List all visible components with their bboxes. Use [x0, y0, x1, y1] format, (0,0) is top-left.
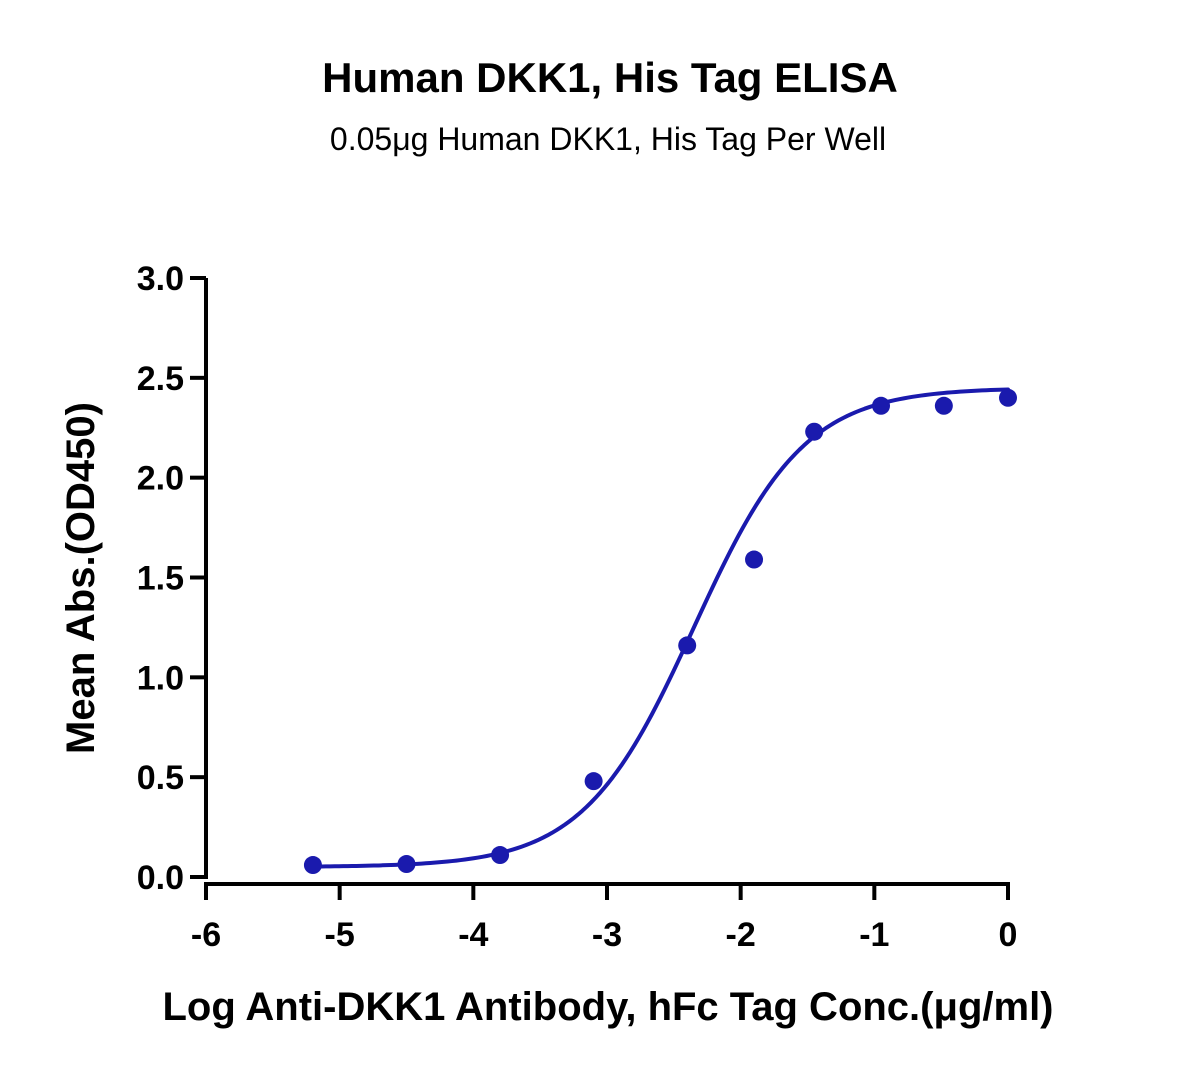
- fit-curve-layer: [310, 387, 1010, 869]
- data-point: [872, 396, 891, 415]
- x-tick-label: -3: [592, 916, 622, 954]
- x-tick-label: -1: [859, 916, 889, 954]
- chart-subtitle: 0.05μg Human DKK1, His Tag Per Well: [330, 121, 886, 157]
- data-point: [584, 772, 603, 791]
- y-axis: 0.0 0.5 1.0 1.5 2.0 2.5 3.0: [137, 260, 208, 897]
- x-tick-label: 0: [999, 916, 1018, 954]
- x-tick-label: -5: [325, 916, 355, 954]
- data-point: [805, 422, 824, 441]
- data-point: [303, 856, 322, 875]
- data-point: [678, 636, 697, 655]
- y-tick-label: 3.0: [137, 260, 184, 298]
- y-tick-label: 0.0: [137, 859, 184, 897]
- x-tick-label: -2: [726, 916, 756, 954]
- x-tick-label: -4: [458, 916, 488, 954]
- data-point: [999, 388, 1017, 407]
- chart-title: Human DKK1, His Tag ELISA: [322, 54, 898, 101]
- x-axis: -6 -5 -4 -3 -2 -1 0: [191, 882, 1018, 954]
- fit-curve: [310, 387, 1010, 869]
- data-point: [397, 855, 416, 874]
- y-tick-label: 2.5: [137, 360, 184, 398]
- data-point: [745, 550, 764, 569]
- x-tick-label: -6: [191, 916, 221, 954]
- x-axis-label: Log Anti-DKK1 Antibody, hFc Tag Conc.(μg…: [162, 985, 1053, 1029]
- y-tick-label: 1.0: [137, 659, 184, 697]
- data-points-layer: [303, 388, 1017, 875]
- y-tick-label: 1.5: [137, 560, 184, 598]
- y-tick-label: 0.5: [137, 759, 184, 797]
- data-point: [934, 396, 953, 415]
- data-point: [491, 846, 510, 865]
- y-axis-label: Mean Abs.(OD450): [59, 402, 103, 754]
- y-tick-label: 2.0: [137, 460, 184, 498]
